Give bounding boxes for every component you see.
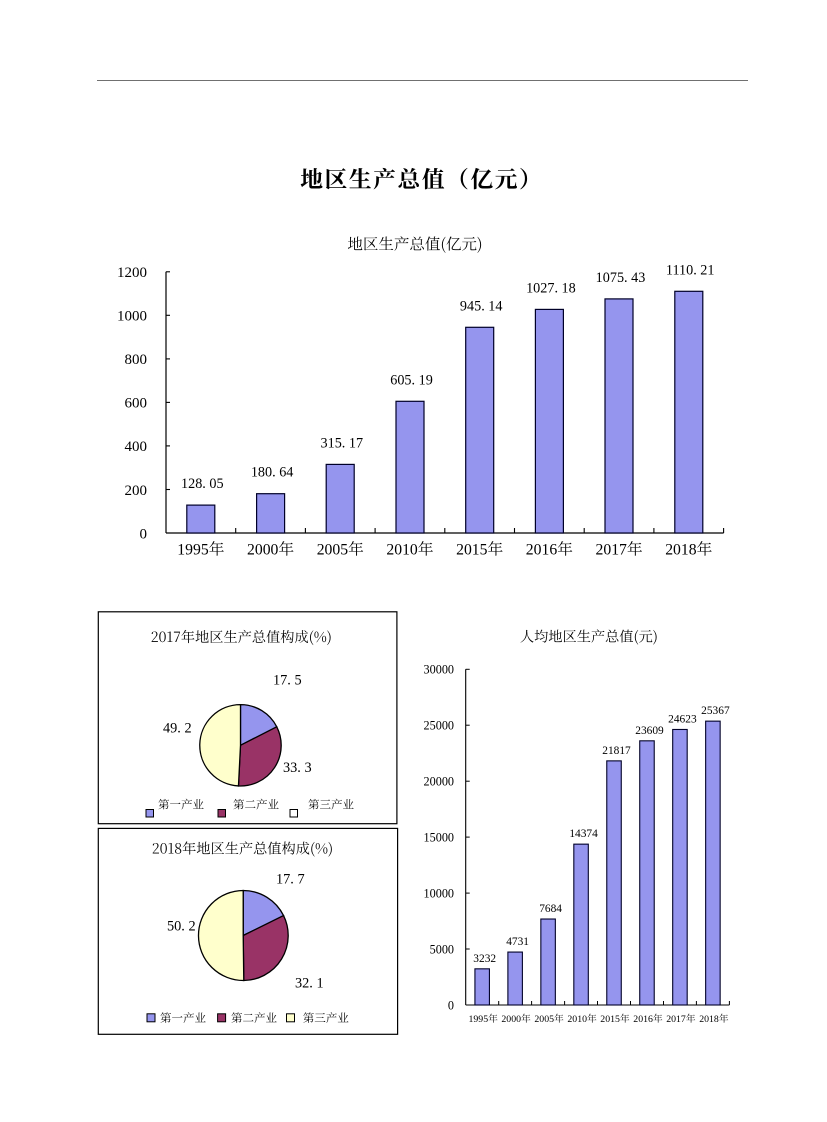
svg-text:2016: 2016 xyxy=(526,542,558,559)
svg-text:1110. 21: 1110. 21 xyxy=(666,262,715,278)
svg-text:2000: 2000 xyxy=(501,1014,521,1025)
svg-text:2010: 2010 xyxy=(386,542,418,559)
svg-text:2005: 2005 xyxy=(534,1014,554,1025)
svg-text:20000: 20000 xyxy=(424,775,454,789)
svg-text:1075. 43: 1075. 43 xyxy=(596,270,646,286)
svg-text:1200: 1200 xyxy=(117,265,147,281)
svg-text:800: 800 xyxy=(125,352,148,368)
svg-text:5000: 5000 xyxy=(430,942,454,956)
svg-text:33. 3: 33. 3 xyxy=(283,760,312,776)
svg-text:2017: 2017 xyxy=(666,1014,686,1025)
svg-text:2015: 2015 xyxy=(600,1014,620,1025)
svg-text:17. 5: 17. 5 xyxy=(273,673,302,689)
svg-text:10000: 10000 xyxy=(424,886,454,900)
svg-text:1995: 1995 xyxy=(469,1014,489,1025)
svg-text:25367: 25367 xyxy=(701,705,730,717)
svg-text:32. 1: 32. 1 xyxy=(295,976,324,992)
svg-text:30000: 30000 xyxy=(424,663,454,677)
svg-text:24623: 24623 xyxy=(668,714,697,726)
svg-text:50. 2: 50. 2 xyxy=(167,919,196,935)
svg-text:2016: 2016 xyxy=(633,1014,653,1025)
svg-text:14374: 14374 xyxy=(569,828,598,840)
svg-text:200: 200 xyxy=(125,483,148,499)
svg-text:315. 17: 315. 17 xyxy=(321,435,364,451)
svg-text:600: 600 xyxy=(125,396,148,412)
svg-text:2000: 2000 xyxy=(247,542,279,559)
svg-text:21817: 21817 xyxy=(602,745,631,757)
svg-text:2015: 2015 xyxy=(456,542,488,559)
svg-text:2010: 2010 xyxy=(567,1014,587,1025)
svg-text:7684: 7684 xyxy=(539,903,562,915)
svg-text:945. 14: 945. 14 xyxy=(460,298,503,314)
svg-text:180. 64: 180. 64 xyxy=(251,465,294,481)
svg-text:0: 0 xyxy=(140,526,148,542)
svg-text:17. 7: 17. 7 xyxy=(276,872,305,888)
svg-text:2017: 2017 xyxy=(596,542,628,559)
svg-text:400: 400 xyxy=(125,439,148,455)
svg-text:3232: 3232 xyxy=(473,953,496,965)
svg-text:23609: 23609 xyxy=(635,725,664,737)
svg-text:4731: 4731 xyxy=(506,936,529,948)
svg-text:1995: 1995 xyxy=(177,542,209,559)
svg-text:25000: 25000 xyxy=(424,719,454,733)
svg-text:1000: 1000 xyxy=(117,309,147,325)
svg-text:49. 2: 49. 2 xyxy=(163,721,192,737)
svg-text:1027. 18: 1027. 18 xyxy=(526,280,576,296)
svg-text:2018: 2018 xyxy=(665,542,697,559)
svg-text:605. 19: 605. 19 xyxy=(390,372,433,388)
svg-text:2018: 2018 xyxy=(699,1014,719,1025)
svg-text:0: 0 xyxy=(448,998,454,1012)
svg-text:15000: 15000 xyxy=(424,830,454,844)
svg-text:2005: 2005 xyxy=(317,542,349,559)
svg-text:128. 05: 128. 05 xyxy=(181,476,224,492)
